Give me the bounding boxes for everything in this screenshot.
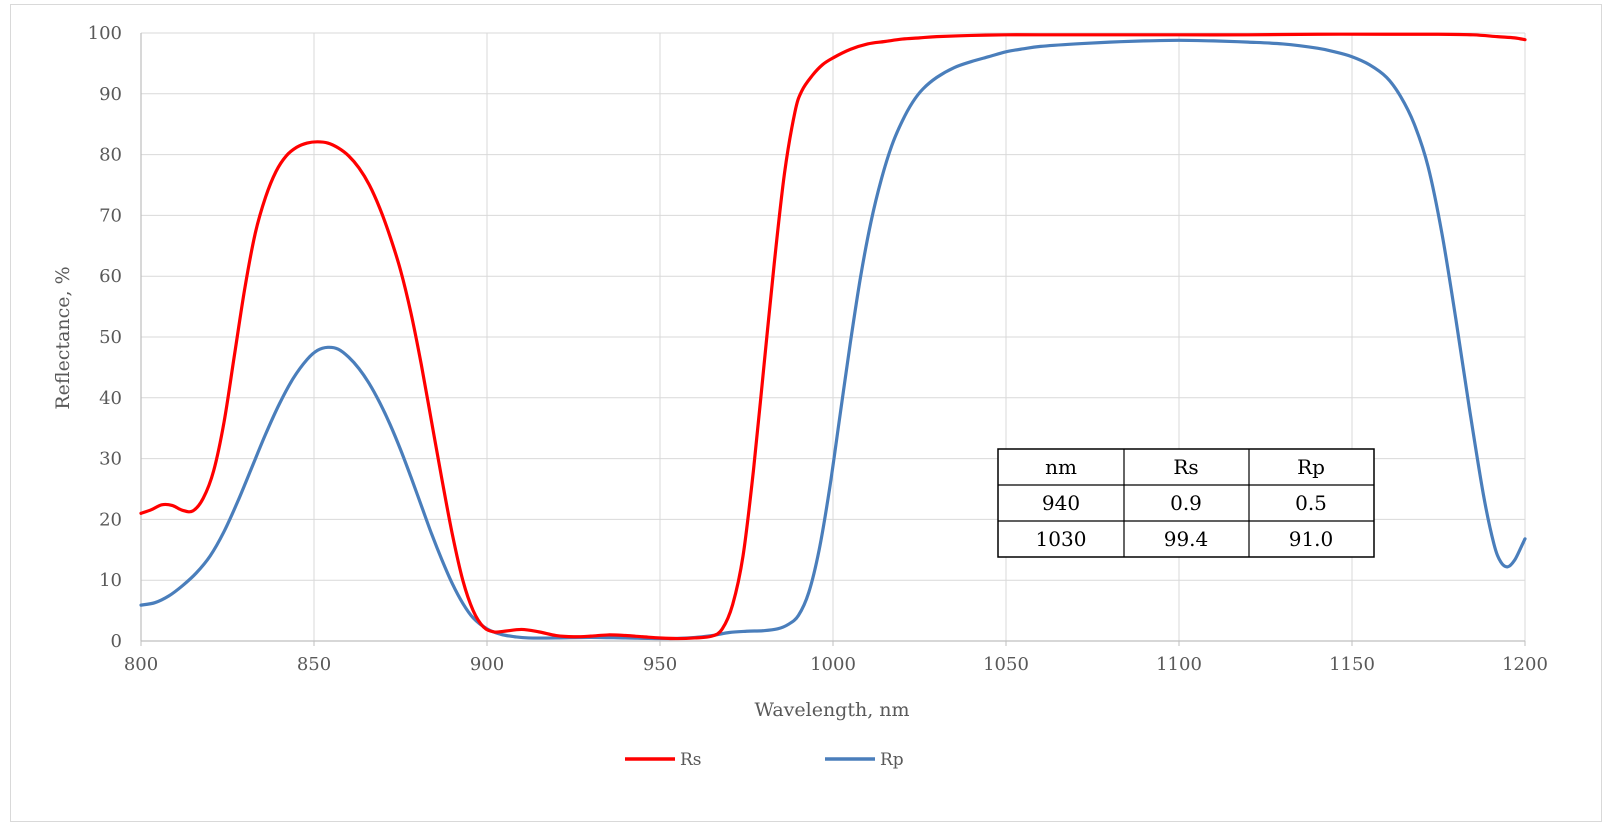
axes: 0 10 20 30 40 50 60 70 80 90 100 800 850 900 950 1000 10… [88,23,1548,675]
y-tick-label: 40 [99,388,122,409]
table-cell: 1030 [1036,527,1087,551]
table-header-cell: Rp [1297,455,1325,479]
x-tick-label: 1050 [983,654,1029,675]
series-line-rp [139,38,1527,641]
y-tick-label: 0 [111,631,122,652]
legend-label-rs: Rs [680,750,702,770]
series-line-rs [139,32,1527,641]
x-tick-label: 1100 [1156,654,1202,675]
x-axis-label: Wavelength, nm [754,699,909,721]
data-table: nm Rs Rp 940 0.9 0.5 1030 99.4 91.0 [997,448,1375,558]
x-tick-label: 850 [297,654,331,675]
x-tick-label: 1000 [810,654,856,675]
x-tick-label: 1200 [1502,654,1548,675]
y-tick-label: 50 [99,327,122,348]
x-tick-label: 800 [124,654,158,675]
grid [141,32,1526,641]
x-tick-label: 950 [643,654,677,675]
table-cell: 940 [1042,491,1080,515]
x-tick-label: 1150 [1329,654,1375,675]
y-tick-label: 10 [99,570,122,591]
y-tick-label: 100 [88,23,122,44]
y-tick-label: 70 [99,205,122,226]
y-tick-label: 90 [99,84,122,105]
x-tick-label: 900 [470,654,504,675]
y-tick-label: 80 [99,145,122,166]
table-header-cell: nm [1045,455,1077,479]
series [139,32,1527,641]
y-axis-label: Reflectance, % [52,266,74,409]
table-cell: 91.0 [1289,527,1334,551]
table-cell: 0.9 [1170,491,1202,515]
table-border [997,448,1375,558]
table-cell: 99.4 [1164,527,1209,551]
y-tick-label: 20 [99,509,122,530]
table-cell: 0.5 [1295,491,1327,515]
y-tick-label: 30 [99,449,122,470]
legend: Rs Rp [625,750,904,770]
table-header-cell: Rs [1173,455,1198,479]
y-tick-label: 60 [99,266,122,287]
legend-label-rp: Rp [880,750,904,770]
